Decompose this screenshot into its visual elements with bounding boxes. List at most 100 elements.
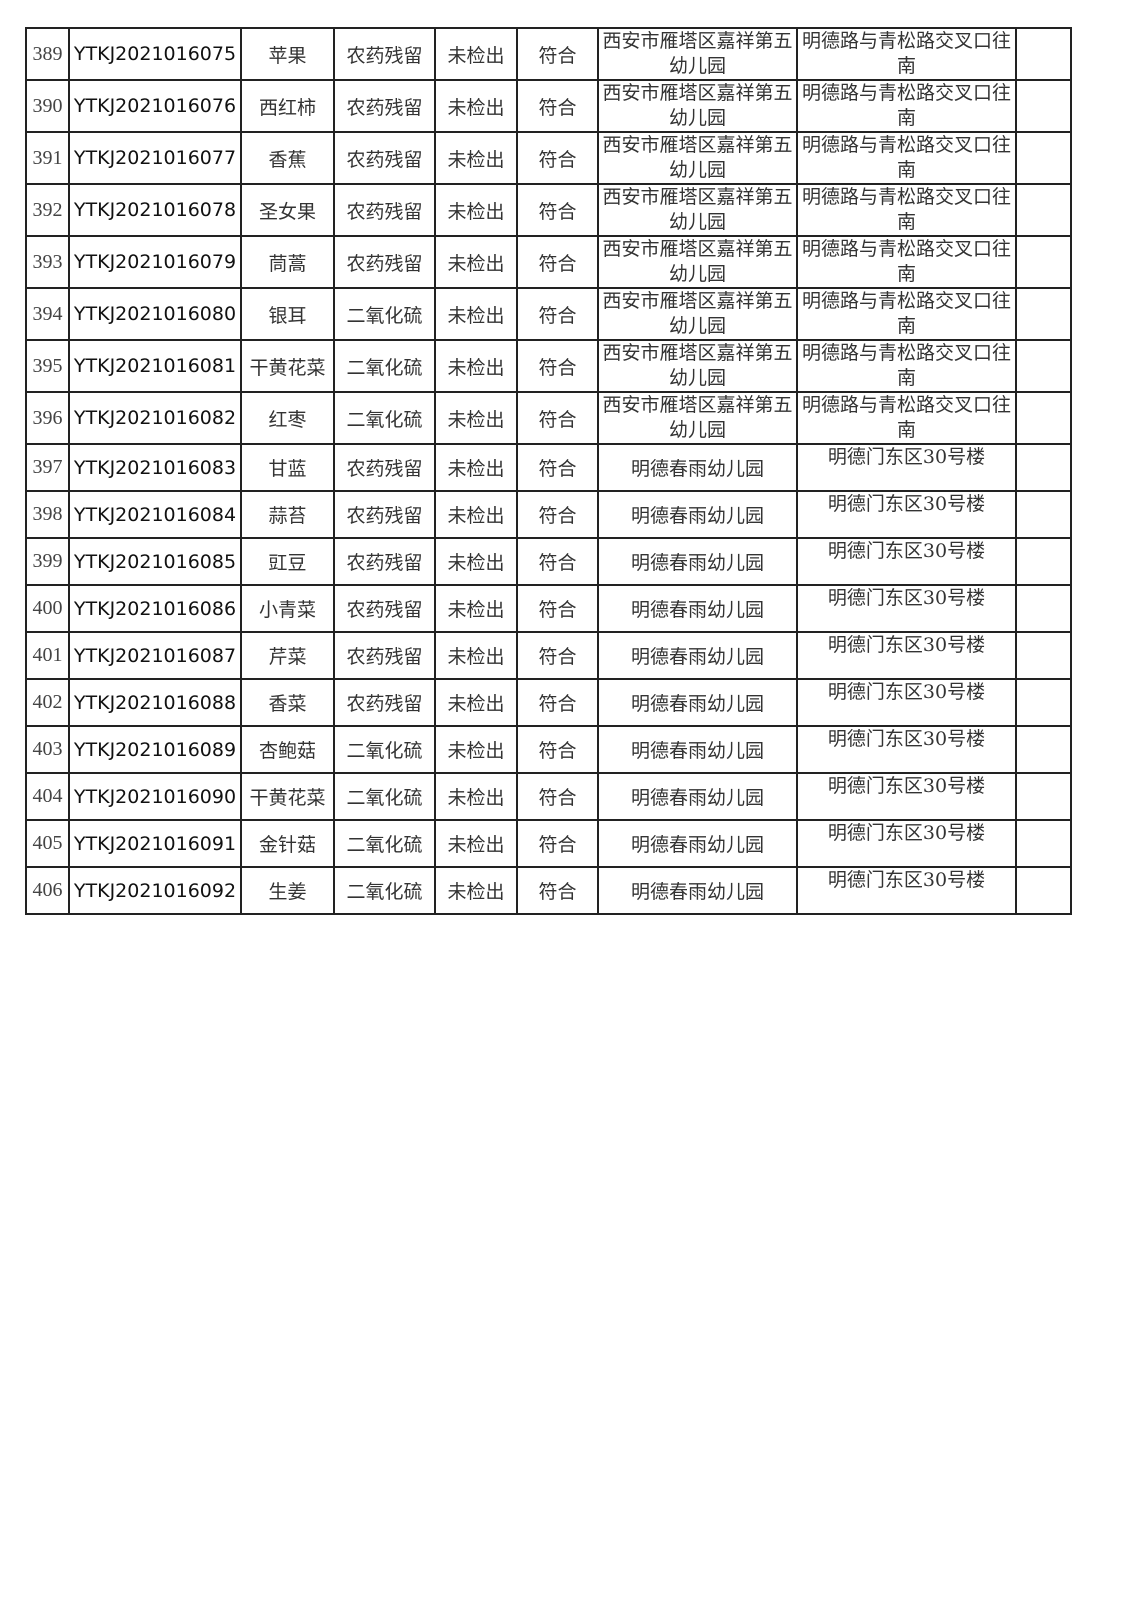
test-result-cell: 未检出 xyxy=(434,772,518,821)
table-row: 406 YTKJ2021016092 生姜 二氧化硫 未检出 符合 明德春雨幼儿园 明德门东区… xyxy=(25,866,1072,915)
sample-code-cell: YTKJ2021016089 xyxy=(68,725,242,774)
table-row: 397 YTKJ2021016083 甘蓝 农药残留 未检出 符合 明德春雨幼儿园 明德门东区… xyxy=(25,443,1072,492)
remark-cell xyxy=(1015,443,1072,492)
unit-address-cell: 明德门东区30号楼 xyxy=(796,819,1017,868)
conclusion-cell: 符合 xyxy=(516,584,599,633)
test-item-cell: 农药残留 xyxy=(333,537,436,586)
inspection-results-table: 389 YTKJ2021016075 苹果 农药残留 未检出 符合 西安市雁塔区嘉祥第五幼儿… xyxy=(25,27,1072,915)
unit-name-cell: 明德春雨幼儿园 xyxy=(597,678,798,727)
sample-name-cell: 银耳 xyxy=(240,287,335,341)
sample-code-cell: YTKJ2021016092 xyxy=(68,866,242,915)
sample-name-cell: 杏鲍菇 xyxy=(240,725,335,774)
sample-name-cell: 香蕉 xyxy=(240,131,335,185)
row-number-cell: 402 xyxy=(25,678,70,727)
test-item-cell: 农药残留 xyxy=(333,183,436,237)
conclusion-cell: 符合 xyxy=(516,819,599,868)
unit-name-cell: 明德春雨幼儿园 xyxy=(597,584,798,633)
unit-name-cell: 西安市雁塔区嘉祥第五幼儿园 xyxy=(597,79,798,133)
conclusion-cell: 符合 xyxy=(516,131,599,185)
conclusion-cell: 符合 xyxy=(516,235,599,289)
test-result-cell: 未检出 xyxy=(434,631,518,680)
remark-cell xyxy=(1015,235,1072,289)
conclusion-cell: 符合 xyxy=(516,443,599,492)
row-number-cell: 404 xyxy=(25,772,70,821)
conclusion-cell: 符合 xyxy=(516,339,599,393)
conclusion-cell: 符合 xyxy=(516,725,599,774)
row-number-cell: 399 xyxy=(25,537,70,586)
row-number-cell: 396 xyxy=(25,391,70,445)
unit-name-cell: 明德春雨幼儿园 xyxy=(597,725,798,774)
test-item-cell: 二氧化硫 xyxy=(333,819,436,868)
unit-address-cell: 明德路与青松路交叉口往南 xyxy=(796,391,1017,445)
unit-address-cell: 明德门东区30号楼 xyxy=(796,584,1017,633)
row-number-cell: 397 xyxy=(25,443,70,492)
unit-name-cell: 西安市雁塔区嘉祥第五幼儿园 xyxy=(597,339,798,393)
test-item-cell: 农药残留 xyxy=(333,490,436,539)
remark-cell xyxy=(1015,725,1072,774)
test-item-cell: 农药残留 xyxy=(333,631,436,680)
sample-code-cell: YTKJ2021016087 xyxy=(68,631,242,680)
unit-name-cell: 西安市雁塔区嘉祥第五幼儿园 xyxy=(597,131,798,185)
unit-address-cell: 明德路与青松路交叉口往南 xyxy=(796,183,1017,237)
remark-cell xyxy=(1015,631,1072,680)
sample-name-cell: 甘蓝 xyxy=(240,443,335,492)
sample-name-cell: 西红柿 xyxy=(240,79,335,133)
sample-name-cell: 芹菜 xyxy=(240,631,335,680)
test-item-cell: 二氧化硫 xyxy=(333,725,436,774)
unit-address-cell: 明德门东区30号楼 xyxy=(796,678,1017,727)
test-item-cell: 农药残留 xyxy=(333,131,436,185)
unit-address-cell: 明德路与青松路交叉口往南 xyxy=(796,235,1017,289)
sample-name-cell: 圣女果 xyxy=(240,183,335,237)
sample-name-cell: 干黄花菜 xyxy=(240,339,335,393)
unit-address-cell: 明德门东区30号楼 xyxy=(796,443,1017,492)
remark-cell xyxy=(1015,287,1072,341)
row-number-cell: 394 xyxy=(25,287,70,341)
unit-address-cell: 明德路与青松路交叉口往南 xyxy=(796,339,1017,393)
table-row: 399 YTKJ2021016085 豇豆 农药残留 未检出 符合 明德春雨幼儿园 明德门东区… xyxy=(25,537,1072,586)
test-item-cell: 二氧化硫 xyxy=(333,339,436,393)
unit-address-cell: 明德路与青松路交叉口往南 xyxy=(796,287,1017,341)
table-row: 402 YTKJ2021016088 香菜 农药残留 未检出 符合 明德春雨幼儿园 明德门东区… xyxy=(25,678,1072,727)
test-result-cell: 未检出 xyxy=(434,584,518,633)
unit-address-cell: 明德门东区30号楼 xyxy=(796,537,1017,586)
table-row: 391 YTKJ2021016077 香蕉 农药残留 未检出 符合 西安市雁塔区嘉祥第五幼儿… xyxy=(25,131,1072,185)
unit-address-cell: 明德门东区30号楼 xyxy=(796,490,1017,539)
row-number-cell: 391 xyxy=(25,131,70,185)
table-row: 398 YTKJ2021016084 蒜苔 农药残留 未检出 符合 明德春雨幼儿园 明德门东区… xyxy=(25,490,1072,539)
sample-code-cell: YTKJ2021016085 xyxy=(68,537,242,586)
test-result-cell: 未检出 xyxy=(434,725,518,774)
unit-address-cell: 明德门东区30号楼 xyxy=(796,631,1017,680)
table-row: 390 YTKJ2021016076 西红柿 农药残留 未检出 符合 西安市雁塔区嘉祥第五幼… xyxy=(25,79,1072,133)
unit-name-cell: 西安市雁塔区嘉祥第五幼儿园 xyxy=(597,235,798,289)
test-result-cell: 未检出 xyxy=(434,678,518,727)
conclusion-cell: 符合 xyxy=(516,27,599,81)
test-item-cell: 农药残留 xyxy=(333,443,436,492)
unit-address-cell: 明德路与青松路交叉口往南 xyxy=(796,131,1017,185)
sample-code-cell: YTKJ2021016091 xyxy=(68,819,242,868)
test-item-cell: 二氧化硫 xyxy=(333,772,436,821)
conclusion-cell: 符合 xyxy=(516,183,599,237)
row-number-cell: 390 xyxy=(25,79,70,133)
row-number-cell: 400 xyxy=(25,584,70,633)
test-result-cell: 未检出 xyxy=(434,339,518,393)
unit-name-cell: 明德春雨幼儿园 xyxy=(597,631,798,680)
unit-name-cell: 西安市雁塔区嘉祥第五幼儿园 xyxy=(597,183,798,237)
test-result-cell: 未检出 xyxy=(434,866,518,915)
remark-cell xyxy=(1015,79,1072,133)
sample-code-cell: YTKJ2021016079 xyxy=(68,235,242,289)
remark-cell xyxy=(1015,183,1072,237)
conclusion-cell: 符合 xyxy=(516,631,599,680)
test-result-cell: 未检出 xyxy=(434,27,518,81)
test-result-cell: 未检出 xyxy=(434,819,518,868)
unit-name-cell: 西安市雁塔区嘉祥第五幼儿园 xyxy=(597,391,798,445)
test-item-cell: 二氧化硫 xyxy=(333,866,436,915)
table-row: 395 YTKJ2021016081 干黄花菜 二氧化硫 未检出 符合 西安市雁塔区嘉祥第五… xyxy=(25,339,1072,393)
remark-cell xyxy=(1015,678,1072,727)
table-row: 394 YTKJ2021016080 银耳 二氧化硫 未检出 符合 西安市雁塔区嘉祥第五幼儿… xyxy=(25,287,1072,341)
test-item-cell: 二氧化硫 xyxy=(333,391,436,445)
test-result-cell: 未检出 xyxy=(434,490,518,539)
test-item-cell: 农药残留 xyxy=(333,27,436,81)
conclusion-cell: 符合 xyxy=(516,79,599,133)
table-row: 404 YTKJ2021016090 干黄花菜 二氧化硫 未检出 符合 明德春雨幼儿园 明德门… xyxy=(25,772,1072,821)
test-item-cell: 农药残留 xyxy=(333,678,436,727)
